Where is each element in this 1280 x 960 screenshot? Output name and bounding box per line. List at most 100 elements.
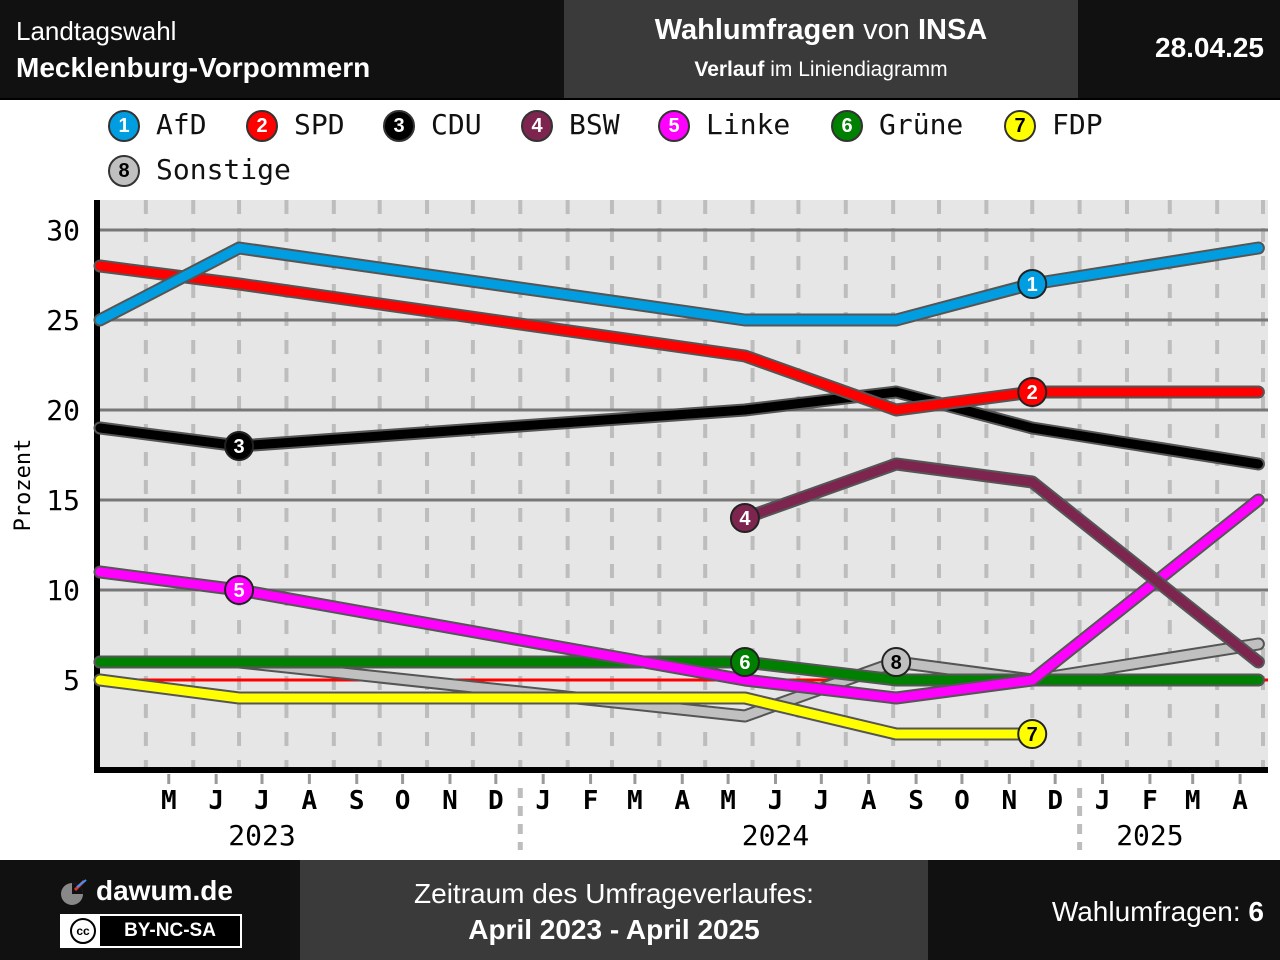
chart-subtitle: Verlauf im Liniendiagramm xyxy=(564,58,1078,82)
chart-legend: 1 AfD 2 SPD 3 CDU 4 BSW 5 Linke 6 Grüne 7 FDP 8 Sonstig… xyxy=(108,108,1168,193)
series-line-grüne xyxy=(95,657,1263,685)
poll-count-value: 6 xyxy=(1248,896,1264,927)
month-label: D xyxy=(488,786,504,816)
series-line-cdu xyxy=(95,387,1263,469)
series-marker-number: 3 xyxy=(234,436,245,458)
legend-badge: 6 xyxy=(831,110,863,142)
legend-badge: 8 xyxy=(108,155,140,187)
year-label: 2023 xyxy=(228,819,295,852)
license-text: BY-NC-SA xyxy=(100,916,240,946)
month-label: J xyxy=(814,786,830,816)
month-label: M xyxy=(161,786,177,816)
month-label: F xyxy=(1142,786,1158,816)
legend-label: SPD xyxy=(294,108,345,141)
series-marker-grüne xyxy=(729,647,760,677)
poll-count-label: Wahlumfragen: xyxy=(1051,896,1241,927)
y-tick-label: 25 xyxy=(46,304,80,337)
y-tick-label: 20 xyxy=(46,394,80,427)
election-title: Landtagswahl Mecklenburg-Vorpommern xyxy=(0,0,564,98)
month-label: J xyxy=(254,786,270,816)
series-marker-bsw xyxy=(729,503,760,533)
date-label: 28.04.25 xyxy=(1155,32,1264,63)
brand-name: dawum.de xyxy=(96,875,233,906)
month-label: J xyxy=(768,786,784,816)
month-label: A xyxy=(1232,786,1248,816)
chart-title-block: Wahlumfragen von INSA Verlauf im Liniend… xyxy=(564,0,1078,98)
series-line-bsw xyxy=(740,459,1263,667)
series-marker-linke xyxy=(224,575,255,605)
month-label: A xyxy=(674,786,690,816)
dawum-logo-icon xyxy=(61,879,87,905)
title-institute: INSA xyxy=(917,14,988,46)
month-label: J xyxy=(1095,786,1111,816)
cc-icon: cc xyxy=(70,918,96,944)
series-marker-number: 5 xyxy=(234,580,245,602)
legend-badge: 2 xyxy=(246,110,278,142)
series-marker-number: 7 xyxy=(1027,724,1038,746)
chart-title: Wahlumfragen von INSA xyxy=(564,14,1078,47)
legend-badge: 3 xyxy=(383,110,415,142)
month-label: O xyxy=(954,786,970,816)
series-marker-number: 6 xyxy=(739,652,750,674)
subtitle-rest: im Liniendiagramm xyxy=(770,58,948,81)
month-label: S xyxy=(908,786,924,816)
month-label: N xyxy=(442,786,458,816)
period-block: Zeitraum des Umfrageverlaufes: April 202… xyxy=(300,860,928,960)
month-label: J xyxy=(535,786,551,816)
license-badge: cc BY-NC-SA xyxy=(60,914,242,948)
poll-count: Wahlumfragen: 6 xyxy=(1052,896,1264,928)
legend-label: AfD xyxy=(156,108,207,141)
election-type: Landtagswahl xyxy=(16,16,177,46)
series-line-spd xyxy=(95,261,1263,415)
y-tick-label: 15 xyxy=(46,484,80,517)
series-line-afd xyxy=(95,243,1263,325)
period-label: Zeitraum des Umfrageverlaufes: xyxy=(414,878,814,909)
subtitle-bold: Verlauf xyxy=(694,58,765,81)
month-label: A xyxy=(861,786,877,816)
series-marker-number: 4 xyxy=(739,508,751,530)
title-bold: Wahlumfragen xyxy=(654,14,856,46)
legend-badge: 7 xyxy=(1004,110,1036,142)
series-marker-number: 8 xyxy=(891,652,902,674)
header-bar: Landtagswahl Mecklenburg-Vorpommern Wahl… xyxy=(0,0,1280,100)
month-label: M xyxy=(720,786,736,816)
month-label: N xyxy=(1001,786,1017,816)
footer-bar: dawum.de cc BY-NC-SA Zeitraum des Umfrag… xyxy=(0,860,1280,960)
series-marker-afd xyxy=(1017,269,1048,299)
election-region: Mecklenburg-Vorpommern xyxy=(16,52,371,83)
year-label: 2024 xyxy=(742,819,809,852)
series-marker-spd xyxy=(1017,377,1048,407)
legend-label: BSW xyxy=(569,108,620,141)
y-tick-label: 5 xyxy=(63,664,80,697)
y-tick-label: 30 xyxy=(46,214,80,247)
month-label: M xyxy=(627,786,643,816)
series-marker-fdp xyxy=(1017,719,1048,749)
series-line-linke xyxy=(95,495,1263,703)
legend-label: CDU xyxy=(431,108,482,141)
brand-block: dawum.de cc BY-NC-SA xyxy=(0,860,300,960)
month-label: A xyxy=(302,786,318,816)
legend-label: Sonstige xyxy=(156,153,291,186)
legend-label: Linke xyxy=(706,108,791,141)
y-axis-label: Prozent xyxy=(11,439,36,532)
series-marker-sonstige xyxy=(881,647,912,677)
month-label: J xyxy=(208,786,224,816)
y-tick-label: 10 xyxy=(46,574,80,607)
legend-badge: 5 xyxy=(658,110,690,142)
series-marker-number: 2 xyxy=(1027,382,1038,404)
legend-label: FDP xyxy=(1052,108,1103,141)
month-label: F xyxy=(583,786,599,816)
month-label: D xyxy=(1047,786,1063,816)
month-label: S xyxy=(349,786,365,816)
period-value: April 2023 - April 2025 xyxy=(468,914,760,945)
month-label: M xyxy=(1185,786,1201,816)
legend-badge: 1 xyxy=(108,110,140,142)
legend-label: Grüne xyxy=(879,108,964,141)
title-mid: von xyxy=(863,14,910,46)
series-marker-number: 1 xyxy=(1027,274,1038,296)
year-label: 2025 xyxy=(1116,819,1183,852)
legend-badge: 4 xyxy=(521,110,553,142)
series-marker-cdu xyxy=(224,431,255,461)
month-label: O xyxy=(395,786,411,816)
